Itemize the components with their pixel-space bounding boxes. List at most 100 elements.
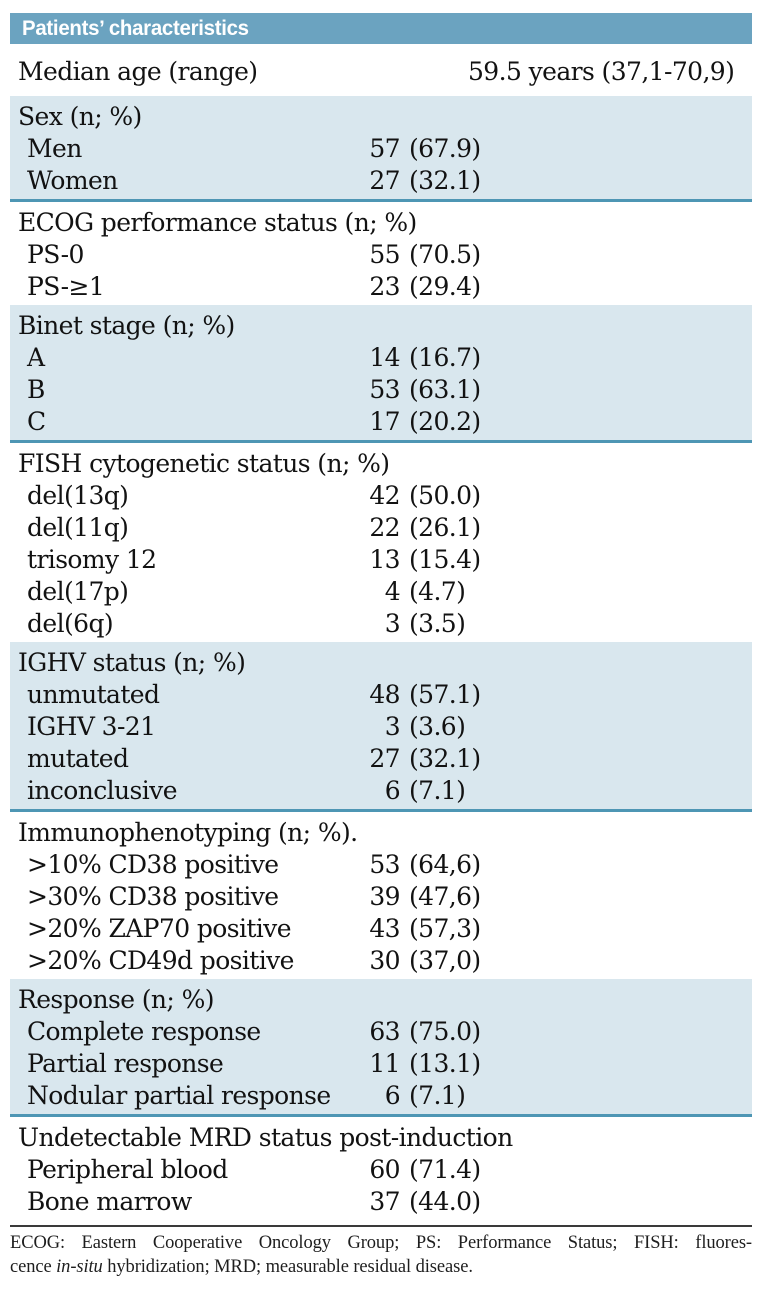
value-percent: (44.0) — [409, 1186, 481, 1216]
table-row: Response (n; %) — [10, 983, 752, 1015]
table-row: Undetectable MRD status post-induction — [10, 1121, 752, 1153]
value-percent: (64,6) — [409, 849, 481, 879]
row-label: PS-≥1 — [27, 271, 105, 301]
table-row: del(13q) 42 (50.0) — [10, 479, 752, 511]
row-value: 6 (7.1) — [362, 774, 466, 806]
table-row: Bone marrow 37 (44.0) — [10, 1185, 752, 1217]
value-percent: (47,6) — [409, 881, 481, 911]
value-count: 22 — [369, 512, 400, 542]
row-value: 37 (44.0) — [362, 1185, 481, 1217]
value-count: 3 — [384, 711, 401, 741]
row-label: Women — [27, 165, 118, 195]
row-label: Peripheral blood — [27, 1154, 228, 1184]
value-percent: (50.0) — [409, 480, 481, 510]
value-percent: (3.5) — [409, 608, 466, 638]
table-row: Median age (range) 59.5 years (37,1-70,9… — [10, 55, 752, 87]
value-percent: (71.4) — [409, 1154, 481, 1184]
value-percent: (7.1) — [409, 1080, 466, 1110]
row-label: inconclusive — [27, 775, 178, 805]
table-row: FISH cytogenetic status (n; %) — [10, 447, 752, 479]
row-label: del(13q) — [27, 480, 129, 510]
footnote-line-2: cence in-situ hybridization; MRD; measur… — [10, 1255, 752, 1279]
row-value: 59.5 years (37,1-70,9) — [468, 56, 735, 86]
row-value: 14 (16.7) — [362, 341, 481, 373]
section-header: Sex (n; %) — [18, 101, 142, 131]
row-value: 63 (75.0) — [362, 1015, 481, 1047]
table-row: IGHV 3-21 3 (3.6) — [10, 710, 752, 742]
value-percent: (32.1) — [409, 165, 481, 195]
footnote-line-2-post: hybridization; MRD; measurable residual … — [102, 1257, 473, 1277]
value-count: 6 — [384, 775, 401, 805]
table-row: ECOG performance status (n; %) — [10, 206, 752, 238]
row-label: del(6q) — [27, 608, 114, 638]
row-value: 23 (29.4) — [362, 270, 481, 302]
value-count: 53 — [369, 374, 400, 404]
table-row: PS-0 55 (70.5) — [10, 238, 752, 270]
row-value: 53 (64,6) — [362, 848, 481, 880]
row-label: IGHV 3-21 — [27, 711, 156, 741]
row-label: Complete response — [27, 1016, 261, 1046]
table-row: Complete response 63 (75.0) — [10, 1015, 752, 1047]
value-count: 27 — [369, 165, 400, 195]
section-header: Undetectable MRD status post-induction — [18, 1122, 513, 1152]
section-header: Binet stage (n; %) — [18, 310, 235, 340]
table-row: Peripheral blood 60 (71.4) — [10, 1153, 752, 1185]
value-count: 3 — [384, 608, 401, 638]
table-row: Women 27 (32.1) — [10, 164, 752, 196]
table-row: Nodular partial response 6 (7.1) — [10, 1079, 752, 1111]
row-value: 17 (20.2) — [362, 405, 481, 437]
table-title: Patients’ characteristics — [22, 16, 249, 40]
row-value: 22 (26.1) — [362, 511, 481, 543]
section-header: FISH cytogenetic status (n; %) — [18, 448, 390, 478]
table-row: mutated 27 (32.1) — [10, 742, 752, 774]
row-value: 42 (50.0) — [362, 479, 481, 511]
footnote-line-2-pre: cence — [10, 1257, 57, 1277]
row-value: 30 (37,0) — [362, 944, 481, 976]
row-value: 3 (3.5) — [362, 607, 466, 639]
row-value: 57 (67.9) — [362, 132, 481, 164]
table-row: del(11q) 22 (26.1) — [10, 511, 752, 543]
value-count: 4 — [384, 576, 401, 606]
value-count: 37 — [369, 1186, 400, 1216]
value-percent: (32.1) — [409, 743, 481, 773]
row-label: Nodular partial response — [27, 1080, 331, 1110]
row-label: unmutated — [27, 679, 160, 709]
value-percent: (29.4) — [409, 271, 481, 301]
row-value: 27 (32.1) — [362, 164, 481, 196]
row-value: 43 (57,3) — [362, 912, 481, 944]
value-count: 11 — [369, 1048, 400, 1078]
value-percent: (20.2) — [409, 406, 481, 436]
table-row: B 53 (63.1) — [10, 373, 752, 405]
section-immunophenotyping: Immunophenotyping (n; %). >10% CD38 posi… — [10, 812, 752, 979]
table-title-bar: Patients’ characteristics — [10, 13, 752, 44]
section-binet: Binet stage (n; %) A 14 (16.7) B 53 (63.1)… — [10, 305, 752, 443]
row-label: A — [27, 342, 45, 372]
value-count: 39 — [369, 881, 400, 911]
value-count: 60 — [369, 1154, 400, 1184]
row-value: 6 (7.1) — [362, 1079, 466, 1111]
value-count: 6 — [384, 1080, 401, 1110]
value-count: 43 — [369, 913, 400, 943]
row-value: 4 (4.7) — [362, 575, 466, 607]
row-label: del(17p) — [27, 576, 129, 606]
value-count: 55 — [369, 239, 400, 269]
row-value: 11 (13.1) — [362, 1047, 481, 1079]
value-percent: (7.1) — [409, 775, 466, 805]
value-percent: (70.5) — [409, 239, 481, 269]
section-header: Immunophenotyping (n; %). — [18, 817, 358, 847]
value-percent: (67.9) — [409, 133, 481, 163]
value-count: 63 — [369, 1016, 400, 1046]
value-percent: (15.4) — [409, 544, 481, 574]
row-label: PS-0 — [27, 239, 84, 269]
value-count: 23 — [369, 271, 400, 301]
value-count: 53 — [369, 849, 400, 879]
footnote: ECOG: Eastern Cooperative Oncology Group… — [10, 1231, 752, 1279]
row-label: B — [27, 374, 45, 404]
row-label: >10% CD38 positive — [27, 849, 279, 879]
value-percent: (57.1) — [409, 679, 481, 709]
section-header: IGHV status (n; %) — [18, 647, 246, 677]
value-count: 14 — [369, 342, 400, 372]
value-count: 30 — [369, 945, 400, 975]
value-percent: (63.1) — [409, 374, 481, 404]
table-row: A 14 (16.7) — [10, 341, 752, 373]
